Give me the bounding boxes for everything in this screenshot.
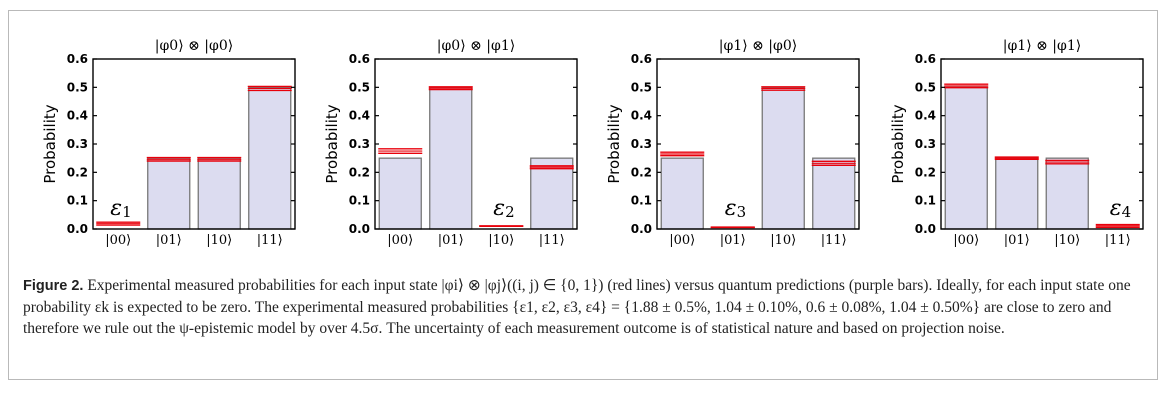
y-tick-label: 0.6 (631, 52, 652, 66)
epsilon-annotation: ε1 (110, 196, 131, 221)
x-tick-label: |10⟩ (770, 233, 796, 248)
x-tick-label: |01⟩ (1004, 233, 1030, 248)
prediction-bar (660, 157, 704, 230)
epsilon-subscript: 3 (737, 203, 747, 221)
prediction-bar (1045, 157, 1089, 230)
y-tick-label: 0.4 (349, 109, 370, 123)
y-tick-label: 0.6 (349, 52, 370, 66)
y-tick-label: 0.5 (67, 80, 88, 94)
prediction-bar (944, 86, 988, 230)
x-tick-label: |00⟩ (953, 233, 979, 248)
x-tick-label: |01⟩ (438, 233, 464, 248)
epsilon-annotation: ε2 (493, 196, 514, 221)
figure-caption: Figure 2. Experimental measured probabil… (23, 275, 1143, 339)
x-tick-label: |10⟩ (1054, 233, 1080, 248)
epsilon-annotation: ε3 (725, 196, 746, 221)
prediction-bar (530, 157, 574, 230)
y-axis-label: Probability (889, 104, 907, 183)
x-tick-label: |01⟩ (156, 233, 182, 248)
y-axis-label: Probability (323, 104, 341, 183)
prediction-bar (812, 157, 856, 230)
y-tick-label: 0.0 (915, 222, 936, 236)
x-tick-label: |10⟩ (206, 233, 232, 248)
y-tick-label: 0.1 (67, 194, 88, 208)
charts-svg: 0.0 0.1 0.2 0.3 0.4 0.5 0.6 |00⟩ |01⟩ |10⟩ |11⟩ Pro… (41, 38, 1144, 248)
y-tick-label: 0.4 (67, 109, 88, 123)
y-axis-label: Probability (41, 104, 59, 183)
x-tick-label: |00⟩ (105, 233, 131, 248)
y-tick-label: 0.3 (631, 137, 652, 151)
x-tick-label: |01⟩ (720, 233, 746, 248)
chart-title: |φ0⟩ ⊗ |φ1⟩ (437, 38, 515, 54)
epsilon-subscript: 1 (122, 203, 132, 221)
epsilon-subscript: 2 (505, 203, 515, 221)
y-tick-label: 0.1 (349, 194, 370, 208)
caption-label: Figure 2. (23, 278, 84, 294)
chart-title: |φ1⟩ ⊗ |φ1⟩ (1003, 38, 1081, 54)
prediction-bar (429, 86, 473, 230)
x-tick-label: |11⟩ (1105, 233, 1131, 248)
y-tick-label: 0.6 (67, 52, 88, 66)
chart-title: |φ1⟩ ⊗ |φ0⟩ (719, 38, 797, 54)
y-axis-label: Probability (605, 104, 623, 183)
y-tick-label: 0.2 (67, 165, 88, 179)
caption-text: Experimental measured probabilities for … (23, 277, 1131, 337)
x-tick-label: |00⟩ (669, 233, 695, 248)
prediction-bar (995, 157, 1039, 230)
y-tick-label: 0.4 (915, 109, 936, 123)
epsilon-subscript: 4 (1122, 203, 1132, 221)
prediction-bar (248, 86, 292, 230)
x-tick-label: |11⟩ (821, 233, 847, 248)
y-tick-label: 0.3 (67, 137, 88, 151)
prediction-bar (761, 86, 805, 230)
y-tick-label: 0.1 (631, 194, 652, 208)
chart-3: 0.0 0.1 0.2 0.3 0.4 0.5 0.6 |00⟩ |01⟩ |10⟩ |11⟩ Pro… (605, 38, 860, 248)
y-tick-label: 0.2 (631, 165, 652, 179)
y-tick-label: 0.1 (915, 194, 936, 208)
y-tick-label: 0.4 (631, 109, 652, 123)
chart-1: 0.0 0.1 0.2 0.3 0.4 0.5 0.6 |00⟩ |01⟩ |10⟩ |11⟩ Pro… (41, 38, 296, 248)
prediction-bar (147, 157, 191, 230)
chart-2: 0.0 0.1 0.2 0.3 0.4 0.5 0.6 |00⟩ |01⟩ |10⟩ |11⟩ Pro… (323, 38, 578, 248)
y-tick-label: 0.5 (349, 80, 370, 94)
y-tick-label: 0.3 (915, 137, 936, 151)
x-tick-label: |11⟩ (539, 233, 565, 248)
y-tick-label: 0.6 (915, 52, 936, 66)
y-tick-label: 0.3 (349, 137, 370, 151)
figure-frame: 0.0 0.1 0.2 0.3 0.4 0.5 0.6 |00⟩ |01⟩ |10⟩ |11⟩ Pro… (8, 10, 1158, 380)
epsilon-annotation: ε4 (1110, 196, 1131, 221)
y-tick-label: 0.2 (349, 165, 370, 179)
prediction-bar (378, 157, 422, 230)
y-tick-label: 0.0 (67, 222, 88, 236)
charts-row: 0.0 0.1 0.2 0.3 0.4 0.5 0.6 |00⟩ |01⟩ |10⟩ |11⟩ Pro… (9, 11, 1159, 273)
y-tick-label: 0.5 (631, 80, 652, 94)
chart-4: 0.0 0.1 0.2 0.3 0.4 0.5 0.6 |00⟩ |01⟩ |10⟩ |11⟩ Pro… (889, 38, 1144, 248)
x-tick-label: |00⟩ (387, 233, 413, 248)
x-tick-label: |10⟩ (488, 233, 514, 248)
chart-title: |φ0⟩ ⊗ |φ0⟩ (155, 38, 233, 54)
prediction-bar (197, 157, 241, 230)
y-tick-label: 0.2 (915, 165, 936, 179)
y-tick-label: 0.5 (915, 80, 936, 94)
x-tick-label: |11⟩ (257, 233, 283, 248)
y-tick-label: 0.0 (349, 222, 370, 236)
y-tick-label: 0.0 (631, 222, 652, 236)
